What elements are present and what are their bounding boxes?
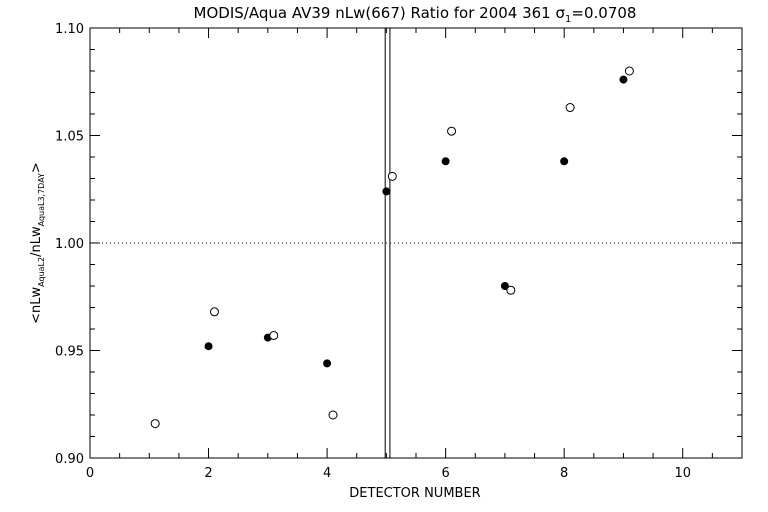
data-point-open (447, 126, 457, 136)
y-tick-label: 1.00 (55, 237, 84, 252)
data-point-filled (204, 342, 213, 351)
y-tick-label: 0.95 (55, 345, 84, 360)
y-tick-label: 0.90 (55, 452, 84, 467)
data-point-filled (382, 187, 391, 196)
plot-frame (89, 27, 743, 459)
chart-title: MODIS/Aqua AV39 nLw(667) Ratio for 2004 … (194, 4, 637, 25)
data-point-open (209, 307, 219, 317)
data-point-open (269, 330, 279, 340)
x-tick-label: 4 (323, 466, 331, 481)
data-point-open (328, 410, 338, 420)
data-point-filled (500, 282, 509, 290)
x-tick-label: 2 (204, 466, 212, 481)
x-axis-label: DETECTOR NUMBER (349, 486, 480, 501)
data-point-open (150, 419, 160, 429)
y-tick-label: 1.05 (55, 130, 84, 145)
data-point-filled (323, 359, 332, 368)
data-point-open (506, 285, 516, 295)
data-point-filled (441, 157, 450, 166)
data-point-filled (619, 75, 628, 84)
y-tick-label: 1.10 (55, 22, 84, 37)
x-tick-label: 10 (674, 466, 691, 481)
x-tick-label: 6 (441, 466, 449, 481)
data-point-open (565, 103, 575, 113)
x-tick-label: 8 (560, 466, 568, 481)
x-tick-label: 0 (86, 466, 94, 481)
data-point-open (387, 171, 397, 181)
data-point-filled (560, 157, 569, 166)
data-point-open (624, 66, 634, 76)
y-axis-label: <nLwAquaL2/nLwAquaL3,7DAY> (29, 162, 46, 324)
